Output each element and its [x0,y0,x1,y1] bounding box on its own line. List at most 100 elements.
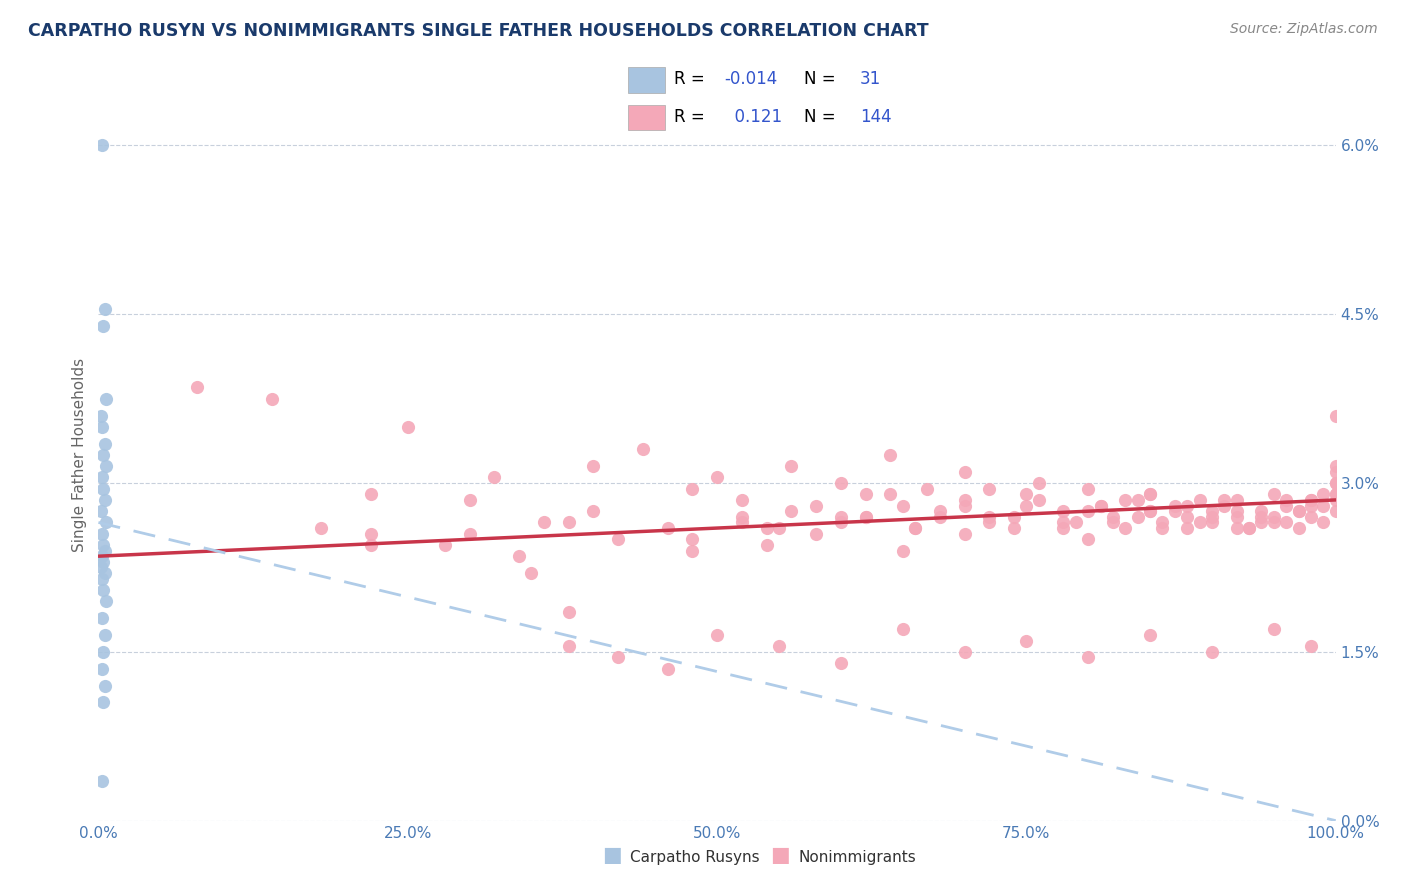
Point [1263,509,1285,524]
Point [93,696,115,710]
Point [1324,409,1347,423]
Point [1114,492,1136,507]
Point [1164,504,1187,518]
Point [1288,521,1310,535]
Point [1263,623,1285,637]
Point [1175,521,1198,535]
Point [93,543,115,558]
Point [1002,521,1025,535]
Bar [628,104,665,130]
Point [904,521,927,535]
Point [90,409,112,423]
Point [93,582,115,597]
Point [891,543,914,558]
Point [731,516,754,530]
Point [94,594,117,608]
Point [1015,633,1038,648]
Point [1250,509,1272,524]
Point [186,380,208,394]
Point [582,459,605,474]
Point [1237,521,1260,535]
Point [91,549,114,564]
Point [1226,492,1249,507]
Point [1299,492,1322,507]
Y-axis label: Single Father Households: Single Father Households [72,358,87,552]
Point [681,482,703,496]
Point [780,459,803,474]
Point [1064,516,1087,530]
Point [1077,504,1099,518]
Point [93,436,115,450]
Point [91,419,114,434]
Point [830,509,852,524]
Text: 31: 31 [860,70,882,88]
Point [953,526,976,541]
Point [1324,504,1347,518]
Point [855,487,877,501]
Point [91,470,114,484]
Point [780,504,803,518]
Point [904,521,927,535]
Text: Source: ZipAtlas.com: Source: ZipAtlas.com [1230,22,1378,37]
Point [1188,516,1211,530]
Point [1299,492,1322,507]
Bar [628,67,665,93]
Point [360,487,382,501]
Text: -0.014: -0.014 [724,70,778,88]
Point [91,611,114,625]
Text: Nonimmigrants: Nonimmigrants [799,850,917,865]
Point [1126,492,1149,507]
Text: ■: ■ [602,846,621,865]
Point [1201,645,1223,659]
Point [533,516,555,530]
Point [458,526,481,541]
Point [520,566,543,580]
Point [1226,521,1249,535]
Point [1324,492,1347,507]
Point [1299,499,1322,513]
Point [396,419,419,434]
Point [755,538,778,552]
Text: 0.121: 0.121 [724,108,782,126]
Point [1324,459,1347,474]
Point [508,549,530,564]
Point [1201,516,1223,530]
Point [458,492,481,507]
Point [1077,533,1099,547]
Point [830,516,852,530]
Point [979,516,1001,530]
Point [93,492,115,507]
Point [1139,487,1161,501]
Point [1090,499,1112,513]
Text: N =: N = [804,108,841,126]
Point [93,555,115,569]
Point [1077,482,1099,496]
Point [607,533,630,547]
Point [582,504,605,518]
Point [1052,504,1074,518]
Point [1275,492,1298,507]
Point [1052,516,1074,530]
Point [1250,516,1272,530]
Point [1015,499,1038,513]
Point [94,516,117,530]
Point [1090,499,1112,513]
Point [1102,516,1125,530]
Point [360,538,382,552]
Point [260,392,283,406]
Point [93,628,115,642]
Point [91,138,114,153]
Point [1052,521,1074,535]
Point [91,526,114,541]
Point [93,301,115,316]
Point [93,679,115,693]
Point [681,543,703,558]
Point [1175,509,1198,524]
Point [1201,509,1223,524]
Point [433,538,456,552]
Point [891,623,914,637]
Text: 144: 144 [860,108,891,126]
Point [953,492,976,507]
Point [1275,516,1298,530]
Point [93,482,115,496]
